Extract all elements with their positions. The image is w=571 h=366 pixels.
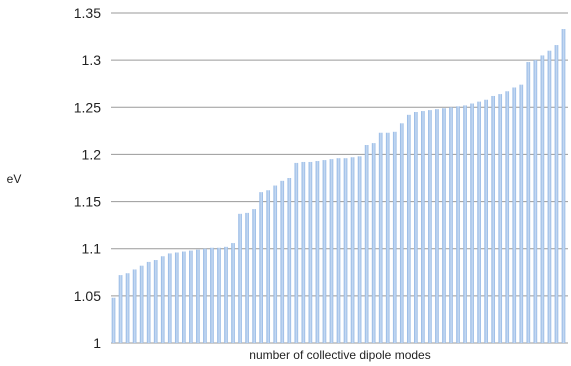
bar: [174, 252, 179, 343]
y-tick-label: 1.35: [74, 5, 101, 21]
bar: [111, 297, 116, 343]
bar: [210, 247, 214, 343]
bar: [540, 55, 545, 344]
y-tick-label: 1: [93, 335, 101, 351]
bar: [203, 248, 207, 343]
bar: [428, 110, 432, 343]
bar: [189, 250, 193, 343]
y-tick-label: 1.05: [74, 288, 101, 304]
bar: [526, 62, 531, 343]
bar: [378, 132, 383, 343]
bar: [456, 106, 460, 343]
bar: [252, 209, 256, 343]
bar: [371, 143, 376, 343]
bar: [280, 180, 285, 343]
bar: [484, 99, 488, 344]
y-tick-label: 1.3: [82, 52, 102, 68]
bar: [463, 105, 467, 344]
bar: [160, 256, 165, 343]
y-tick-label: 1.2: [82, 146, 102, 162]
bar: [273, 185, 278, 343]
bar: [392, 131, 397, 343]
bar: [287, 178, 292, 343]
bar: [146, 261, 151, 343]
bar: [153, 260, 158, 343]
bar: [132, 269, 137, 343]
bar: [315, 161, 320, 343]
bar: [182, 251, 186, 343]
bars: [111, 29, 566, 344]
bar: [385, 132, 390, 343]
bar: [301, 161, 306, 343]
bar: [519, 84, 524, 343]
y-tick-label: 1.15: [74, 194, 101, 210]
bar: [399, 123, 404, 343]
bar: [414, 112, 418, 343]
bar: [224, 246, 228, 343]
x-axis-label: number of collective dipole modes: [249, 348, 430, 362]
y-tick-labels: 1 1.05 1.1 1.15 1.2 1.25 1.3 1.35: [74, 5, 101, 351]
bar: [357, 156, 362, 343]
bar: [512, 87, 517, 344]
bar: [245, 212, 249, 343]
bar: [294, 162, 299, 343]
bar: [561, 29, 566, 344]
bar: [470, 103, 474, 343]
bar: [421, 111, 425, 343]
bar: [329, 159, 334, 343]
bar: [259, 192, 263, 343]
bar: [554, 45, 559, 344]
bar: [491, 95, 496, 343]
bar: [449, 107, 453, 343]
bar: [231, 243, 235, 343]
bar: [322, 160, 327, 343]
bar: [477, 101, 481, 343]
bar: [505, 91, 510, 343]
y-tick-label: 1.1: [82, 241, 102, 257]
y-axis-label: eV: [7, 172, 22, 186]
bar: [167, 253, 172, 343]
bar: [308, 161, 313, 343]
bar: [350, 157, 355, 343]
bar: [343, 158, 348, 343]
y-tick-label: 1.25: [74, 99, 101, 115]
bar: [238, 213, 242, 343]
bar: [196, 249, 200, 343]
bar: [125, 273, 130, 343]
bar: [266, 190, 271, 343]
bar: [406, 114, 411, 343]
bar: [336, 158, 341, 343]
bar: [118, 275, 123, 343]
bar: [442, 108, 446, 343]
bar: [498, 94, 503, 343]
bar: [533, 60, 538, 343]
bar: [547, 50, 552, 344]
bar: [364, 145, 369, 343]
bar: [435, 109, 439, 343]
bar: [139, 265, 144, 343]
bar: [217, 247, 221, 343]
